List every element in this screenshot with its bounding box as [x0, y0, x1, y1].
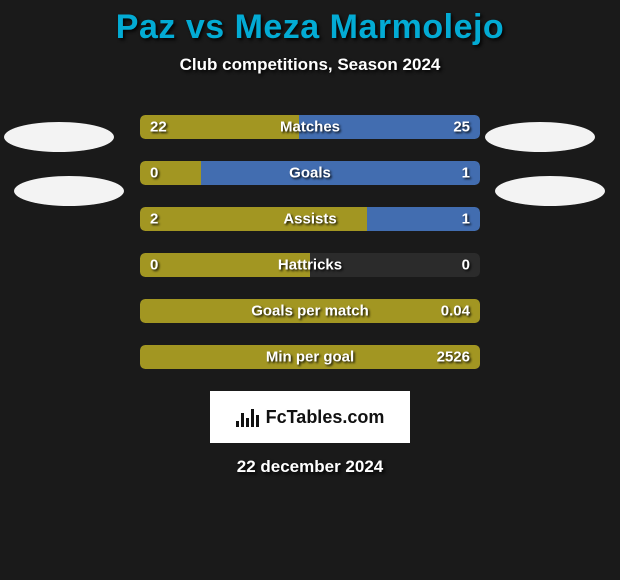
stat-label: Matches — [280, 119, 340, 136]
stat-value-player2: 2526 — [437, 349, 470, 366]
player2-club-placeholder — [495, 176, 605, 206]
stat-value-player2: 1 — [462, 211, 470, 228]
stat-label: Goals per match — [251, 303, 369, 320]
page-subtitle: Club competitions, Season 2024 — [0, 55, 620, 75]
stat-row: 2526 Min per goal — [140, 345, 480, 369]
stat-row: 2 1 Assists — [140, 207, 480, 231]
stat-value-player2: 25 — [453, 119, 470, 136]
stat-row: 22 25 Matches — [140, 115, 480, 139]
stat-label: Min per goal — [266, 349, 354, 366]
stat-label: Goals — [289, 165, 331, 182]
stat-value-player2: 0 — [462, 257, 470, 274]
stat-value-player1: 0 — [150, 165, 158, 182]
player1-club-placeholder — [14, 176, 124, 206]
stat-label: Assists — [283, 211, 336, 228]
stat-row: 0.04 Goals per match — [140, 299, 480, 323]
stat-label: Hattricks — [278, 257, 342, 274]
date-label: 22 december 2024 — [0, 457, 620, 477]
stat-value-player1: 2 — [150, 211, 158, 228]
stat-value-player2: 0.04 — [441, 303, 470, 320]
stat-row: 0 0 Hattricks — [140, 253, 480, 277]
stat-value-player1: 0 — [150, 257, 158, 274]
stat-value-player2: 1 — [462, 165, 470, 182]
stat-bar-player2 — [201, 161, 480, 185]
fctables-logo: FcTables.com — [210, 391, 410, 443]
player2-avatar-placeholder — [485, 122, 595, 152]
stats-container: 22 25 Matches 0 1 Goals 2 1 Assists 0 0 Hattricks 0.… — [140, 115, 480, 369]
player1-avatar-placeholder — [4, 122, 114, 152]
stat-value-player1: 22 — [150, 119, 167, 136]
logo-text: FcTables.com — [266, 407, 385, 428]
bar-chart-icon — [236, 407, 260, 427]
stat-row: 0 1 Goals — [140, 161, 480, 185]
page-title: Paz vs Meza Marmolejo — [0, 0, 620, 47]
